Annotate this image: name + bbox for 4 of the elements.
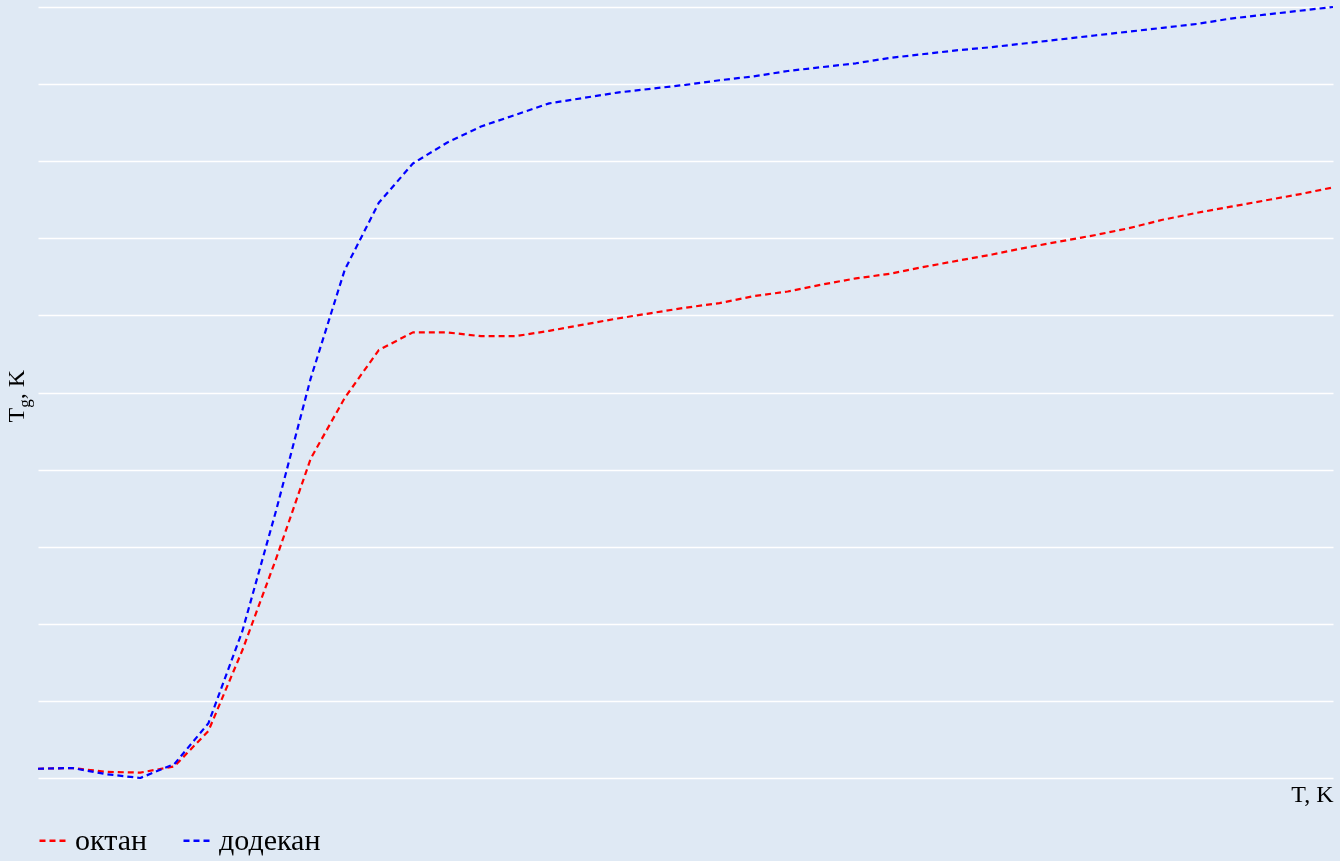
- legend-label: октан: [75, 822, 148, 856]
- x-axis-title: T, K: [1291, 780, 1335, 807]
- y-axis-title: Tg, K: [3, 369, 34, 423]
- legend-label: додекан: [219, 822, 321, 856]
